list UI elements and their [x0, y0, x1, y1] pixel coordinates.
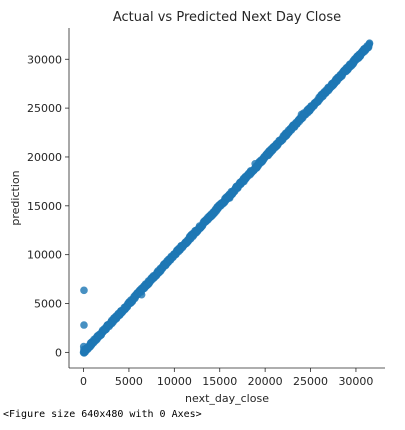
y-tick-label: 30000: [27, 53, 62, 66]
x-tick-label: 25000: [293, 375, 328, 388]
outlier-point: [80, 345, 88, 354]
figure-caption: <Figure size 640x480 with 0 Axes>: [3, 409, 202, 420]
outlier-point: [80, 286, 88, 295]
y-tick-label: 5000: [34, 298, 62, 311]
outlier-point: [80, 321, 88, 329]
y-tick-label: 25000: [27, 102, 62, 115]
y-tick-label: 15000: [27, 200, 62, 213]
y-ticks: 0 5000 10000 15000 20000 25000 30000: [27, 53, 69, 359]
x-axis-label: next_day_close: [185, 392, 269, 405]
y-axis-label: prediction: [9, 170, 22, 225]
data-point: [365, 39, 374, 48]
x-tick-label: 5000: [115, 375, 143, 388]
data-point: [139, 285, 148, 293]
data-point: [228, 190, 237, 198]
x-tick-label: 15000: [202, 375, 237, 388]
y-tick-label: 10000: [27, 249, 62, 262]
y-tick-label: 20000: [27, 151, 62, 164]
data-point: [137, 290, 146, 299]
y-tick-label: 0: [55, 346, 62, 359]
scatter-chart: Actual vs Predicted Next Day Close 0 5000…: [9, 10, 385, 405]
x-ticks: 0 5000 10000 15000 20000 25000 30000: [80, 368, 373, 388]
data-point: [299, 109, 308, 117]
chart-title: Actual vs Predicted Next Day Close: [113, 10, 341, 25]
chart-svg: Actual vs Predicted Next Day Close 0 5000…: [9, 10, 385, 405]
x-tick-label: 30000: [338, 375, 373, 388]
x-tick-label: 10000: [157, 375, 192, 388]
x-tick-label: 20000: [248, 375, 283, 388]
x-tick-label: 0: [80, 375, 87, 388]
points-layer: [79, 39, 374, 357]
data-point: [253, 163, 261, 172]
